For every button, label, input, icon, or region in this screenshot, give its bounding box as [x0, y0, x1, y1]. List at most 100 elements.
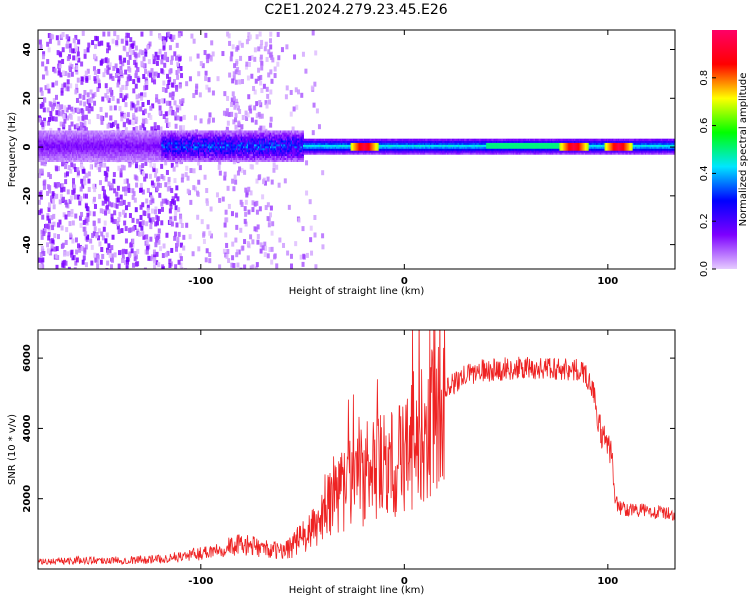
- spectrogram-cell: [45, 153, 48, 157]
- spectrogram-cell: [162, 144, 165, 147]
- spectrogram-cell: [116, 148, 119, 151]
- spectrogram-cell: [44, 148, 47, 151]
- spectrogram-cell: [222, 155, 225, 159]
- spectrogram-cell: [222, 140, 225, 143]
- spectrogram-cell: [280, 155, 284, 159]
- spectrogram-cell: [179, 31, 183, 37]
- spectrogram-cell: [261, 146, 264, 149]
- spectrogram-cell: [193, 148, 196, 151]
- spectrogram-cell: [156, 138, 159, 141]
- spectrogram-cell: [274, 153, 278, 157]
- spectrogram-cell: [125, 146, 129, 149]
- spectrogram-cell: [273, 132, 276, 135]
- spectrogram-cell: [128, 153, 131, 157]
- spectrogram-cell: [212, 132, 215, 135]
- spectrogram-cell: [207, 134, 210, 137]
- spectrogram-cell: [149, 146, 152, 149]
- spectrogram-cell: [237, 159, 240, 162]
- spectrogram-cell: [99, 153, 102, 157]
- spectrogram-cell: [38, 157, 41, 160]
- spectrogram-cell: [110, 140, 113, 143]
- spectrogram-cell: [265, 142, 268, 145]
- spectrogram-cell: [66, 149, 69, 153]
- spectrogram-cell: [182, 142, 185, 145]
- spectrogram-cell: [255, 146, 258, 149]
- spectrogram-cell: [263, 138, 267, 141]
- spectrogram-cell: [167, 130, 170, 133]
- spectrogram-cell: [284, 151, 287, 155]
- spectrogram-cell: [257, 134, 260, 137]
- spectrogram-cell: [141, 149, 144, 153]
- spectrogram-cell: [301, 226, 305, 232]
- spectrogram-cell: [285, 144, 289, 147]
- spectrogram-cell: [244, 221, 248, 227]
- spectrogram-cell: [201, 130, 204, 133]
- spectrogram-cell: [46, 146, 49, 149]
- spectrogram-cell: [271, 140, 274, 143]
- spectrogram-cell: [207, 155, 210, 159]
- spectrogram-cell: [141, 153, 144, 157]
- spectrogram-cell: [47, 148, 50, 151]
- spectrogram-cell: [285, 159, 289, 162]
- spectrogram-cell: [227, 203, 231, 209]
- spectrogram-cell: [276, 140, 279, 143]
- spectrogram-cell: [279, 142, 282, 145]
- spectrogram-cell: [285, 153, 289, 157]
- spectrogram-cell: [121, 153, 124, 157]
- spectrogram-cell: [154, 51, 158, 57]
- spectrogram-cell: [44, 157, 47, 160]
- spectrogram-cell: [184, 153, 187, 157]
- spectrogram-cell: [217, 159, 220, 162]
- spectrogram-cell: [196, 53, 200, 59]
- spectrogram-cell: [66, 115, 70, 121]
- spectrogram-cell: [76, 77, 80, 83]
- spectrogram-cell: [245, 192, 249, 198]
- spectrogram-cell: [138, 159, 141, 162]
- spectrogram-cell: [147, 151, 151, 155]
- spectrogram-cell: [155, 157, 158, 160]
- spectrogram-cell: [53, 144, 57, 147]
- spectrogram-cell: [277, 142, 280, 145]
- spectrogram-cell: [145, 140, 148, 143]
- spectrogram-cell: [59, 134, 63, 137]
- spectrogram-cell: [99, 106, 103, 112]
- spectrogram-cell: [180, 153, 184, 157]
- spectrogram-cell: [270, 144, 273, 147]
- spectrogram-cell: [93, 226, 97, 232]
- spectrogram-cell: [83, 144, 86, 147]
- spectrogram-cell: [154, 138, 157, 141]
- spectrogram-cell: [271, 149, 274, 153]
- spectrogram-cell: [151, 77, 155, 83]
- spectrogram-cell: [172, 157, 175, 160]
- spectrogram-cell: [255, 130, 258, 133]
- spectrogram-cell: [273, 148, 276, 151]
- spectrogram-cell: [197, 134, 201, 137]
- spectrogram-cell: [178, 155, 181, 159]
- spectrogram-cell: [251, 155, 254, 159]
- spectrogram-cell: [64, 71, 68, 77]
- spectrogram-cell: [286, 250, 290, 256]
- spectrogram-cell: [154, 71, 158, 77]
- spectrogram-cell: [270, 134, 273, 137]
- spectrogram-cell: [185, 151, 188, 155]
- spectrogram-cell: [107, 140, 110, 143]
- spectrogram-cell: [230, 130, 234, 133]
- spectrogram-cell: [234, 117, 238, 123]
- spectrogram-cell: [196, 151, 199, 155]
- spectrogram-cell: [61, 111, 65, 117]
- spectrogram-cell: [46, 132, 49, 135]
- spectrogram-cell: [188, 140, 191, 143]
- spectrogram-cell: [68, 221, 72, 227]
- spectrogram-cell: [90, 130, 93, 133]
- spectrogram-cell: [56, 132, 59, 135]
- spectrogram-cell: [250, 157, 253, 160]
- spectrogram-cell: [41, 159, 44, 162]
- spectrogram-cell: [156, 186, 160, 192]
- spectrogram-cell: [48, 140, 52, 143]
- spectrogram-cell: [230, 144, 234, 147]
- spectrogram-cell: [228, 72, 232, 78]
- spectrogram-cell: [164, 111, 168, 117]
- spectrogram-cell: [196, 149, 199, 153]
- spectrogram-cell: [274, 151, 278, 155]
- spectrogram-cell: [57, 140, 60, 143]
